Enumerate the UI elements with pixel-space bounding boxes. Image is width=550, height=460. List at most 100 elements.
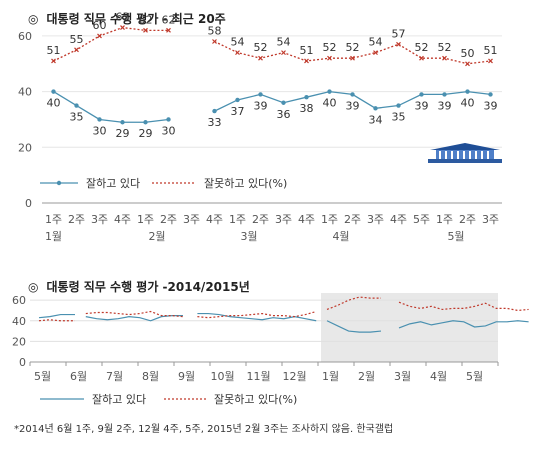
- chart1-month-label: 3월: [240, 230, 257, 243]
- chart1-point: [166, 27, 171, 33]
- chart2-title-text: 대통령 직무 수행 평가 -2014/2015년: [46, 280, 250, 294]
- chart1-data-label: 54: [231, 36, 245, 49]
- chart2-x-tick: 6월: [70, 370, 87, 383]
- chart1-y-tick: 40: [18, 86, 32, 99]
- chart1-x-tick: 2주: [252, 213, 269, 226]
- chart1-data-label: 62: [139, 13, 153, 26]
- chart1-point: [465, 89, 470, 94]
- chart1-point: [235, 97, 240, 103]
- chart1-data-label: 38: [300, 102, 314, 115]
- chart1-point: [51, 58, 56, 64]
- blue-house-column: [439, 151, 441, 159]
- chart1-point: [419, 55, 424, 61]
- chart1-data-label: 33: [208, 116, 222, 129]
- chart1-data-label: 39: [415, 99, 429, 112]
- chart1-data-label: 29: [139, 127, 153, 140]
- chart1-x-tick: 3주: [367, 213, 384, 226]
- chart1-data-label: 51: [484, 44, 498, 57]
- blue-house-column: [475, 151, 477, 159]
- chart1-data-label: 60: [93, 19, 107, 32]
- chart2-series-line: [326, 296, 381, 310]
- chart1-title-mark: ◎: [28, 12, 39, 26]
- chart1-point: [143, 120, 148, 125]
- chart1-y-tick: 60: [18, 30, 32, 43]
- chart1-series-line: [53, 26, 169, 62]
- chart2-x-tick: 2월: [358, 370, 375, 383]
- chart1-x-tick: 2주: [68, 213, 85, 226]
- chart1-title-text: 대통령 직무 수행 평가 - 최근 20주: [46, 12, 226, 26]
- chart1-x-tick: 2주: [459, 213, 476, 226]
- chart1-data-label: 40: [461, 97, 475, 110]
- blue-house-column: [463, 151, 465, 159]
- chart1-month-label: 2월: [148, 230, 165, 243]
- chart1-point: [442, 55, 447, 61]
- chart1-x-tick: 3주: [275, 213, 292, 226]
- chart2-x-tick: 11월: [247, 370, 271, 383]
- chart1-legend-marker: [56, 180, 62, 186]
- chart2-y-tick: 60: [12, 294, 26, 307]
- chart1-data-label: 55: [70, 33, 84, 46]
- chart1-point: [258, 55, 263, 61]
- chart1-x-tick: 4주: [298, 213, 315, 226]
- chart2-x-tick: 1월: [322, 370, 339, 383]
- blue-house-column: [469, 151, 471, 159]
- chart1-point: [120, 25, 125, 30]
- chart1-point: [373, 106, 378, 111]
- chart1-data-label: 52: [346, 41, 360, 54]
- chart2-y-tick: 20: [12, 335, 26, 348]
- chart1-point: [396, 103, 401, 108]
- chart1-data-label: 39: [254, 99, 268, 112]
- chart1-data-label: 29: [116, 127, 130, 140]
- chart1-data-label: 50: [461, 47, 475, 60]
- chart1-data-label: 62: [162, 13, 176, 26]
- chart1-x-tick: 5주: [413, 213, 430, 226]
- chart1-point: [97, 117, 102, 122]
- chart1-x-tick: 1주: [436, 213, 453, 226]
- chart1-point: [51, 89, 56, 94]
- chart2-series-line: [398, 320, 529, 329]
- chart1-legend-label: 잘못하고 있다(%): [204, 176, 287, 190]
- chart2-series-line: [326, 320, 382, 333]
- chart2-x-tick: 10월: [211, 370, 235, 383]
- chart1-data-label: 39: [438, 99, 452, 112]
- chart1-data-label: 54: [369, 36, 383, 49]
- chart1-data-label: 39: [346, 99, 360, 112]
- chart1-data-label: 40: [323, 97, 337, 110]
- chart1-data-label: 51: [47, 44, 61, 57]
- chart2-highlight-region: [321, 293, 498, 362]
- chart1-data-label: 52: [323, 41, 337, 54]
- blue-house-column: [445, 151, 447, 159]
- chart1-data-label: 34: [369, 113, 383, 126]
- chart1-month-label: 1월: [45, 230, 62, 243]
- chart1-point: [396, 41, 401, 47]
- chart2-y-tick: 40: [12, 315, 26, 328]
- chart2-legend-label: 잘못하고 있다(%): [214, 392, 297, 406]
- chart1-data-label: 58: [208, 24, 222, 37]
- chart1-point: [488, 92, 493, 97]
- chart1-point: [327, 89, 332, 94]
- chart2-series-line: [38, 319, 75, 322]
- chart1-point: [212, 108, 217, 114]
- chart1-data-label: 35: [70, 111, 84, 124]
- chart1-point: [442, 92, 447, 97]
- blue-house-roof: [430, 143, 500, 150]
- chart1-x-tick: 4주: [114, 213, 131, 226]
- chart1-point: [235, 50, 240, 56]
- chart1-x-tick: 4주: [206, 213, 223, 226]
- chart2-series-line: [85, 315, 183, 322]
- chart1-point: [143, 27, 148, 33]
- chart1-data-label: 52: [415, 41, 429, 54]
- chart2-x-tick: 8월: [142, 370, 159, 383]
- chart1-point: [97, 33, 102, 39]
- blue-house-column: [457, 151, 459, 159]
- chart1-month-label: 4월: [332, 230, 349, 243]
- chart1-point: [281, 100, 286, 105]
- chart1-point: [327, 55, 332, 61]
- chart2-x-tick: 4월: [430, 370, 447, 383]
- chart2-x-tick: 5월: [466, 370, 483, 383]
- chart1-point: [488, 58, 493, 64]
- chart1-point: [350, 92, 355, 97]
- chart1-data-label: 37: [231, 105, 245, 118]
- chart1-data-label: 36: [277, 108, 291, 121]
- chart2-y-tick: 0: [19, 356, 26, 369]
